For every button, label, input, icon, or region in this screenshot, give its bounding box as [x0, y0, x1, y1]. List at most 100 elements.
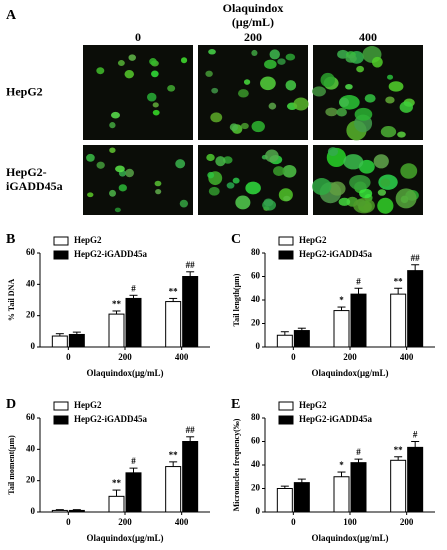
- cell: [229, 123, 239, 131]
- y-tick-label: 60: [251, 436, 261, 446]
- legend-swatch: [278, 415, 294, 425]
- y-tick-label: 20: [251, 318, 261, 328]
- y-tick-label: 40: [26, 278, 36, 288]
- bar: [51, 509, 68, 513]
- y-axis-label: Tail length(μm): [232, 273, 241, 326]
- cell: [206, 153, 215, 162]
- cell: [282, 164, 297, 178]
- micrograph: [83, 45, 193, 140]
- x-tick-label: 0: [66, 352, 71, 362]
- x-axis-label: Olaquindox(μg/mL): [311, 533, 388, 543]
- cell: [373, 154, 389, 169]
- cell: [339, 97, 350, 107]
- significance: **: [394, 276, 404, 286]
- cell: [147, 92, 157, 102]
- cell: [109, 122, 116, 129]
- bar: [125, 472, 142, 513]
- cell: [151, 70, 159, 78]
- cell: [364, 94, 376, 103]
- bar: [293, 482, 310, 513]
- significance: **: [112, 478, 122, 488]
- cell: [180, 57, 188, 64]
- cell: [208, 186, 220, 196]
- bar: [182, 276, 199, 348]
- panel-a-title: Olaquindox: [223, 1, 284, 15]
- bar: [276, 334, 293, 348]
- panel-label: B: [6, 232, 15, 247]
- significance: **: [112, 299, 122, 309]
- panel-label: A: [6, 8, 17, 23]
- cell: [251, 120, 265, 133]
- y-tick-label: 20: [26, 310, 36, 320]
- y-tick-label: 40: [251, 294, 261, 304]
- cell: [356, 65, 364, 73]
- significance: *: [339, 295, 344, 305]
- legend-label: HepG2-iGADD45a: [74, 249, 147, 259]
- y-tick-label: 0: [31, 341, 36, 351]
- bar: [68, 509, 85, 513]
- cell: [343, 154, 364, 170]
- y-tick-label: 40: [26, 443, 36, 453]
- column-label: 400: [359, 30, 377, 44]
- row-label: iGADD45a: [6, 179, 63, 193]
- cell: [273, 166, 285, 176]
- x-axis-label: Olaquindox(μg/mL): [86, 368, 163, 378]
- bar: [108, 313, 125, 348]
- significance: #: [131, 283, 136, 293]
- cell: [208, 49, 216, 55]
- bar: [333, 310, 350, 348]
- x-tick-label: 200: [118, 517, 132, 527]
- legend-label: HepG2-iGADD45a: [299, 414, 372, 424]
- y-tick-label: 40: [251, 459, 261, 469]
- significance: #: [356, 276, 361, 286]
- legend-label: HepG2: [299, 235, 327, 245]
- significance: ##: [186, 425, 196, 435]
- cell: [269, 49, 280, 60]
- micrograph: [83, 145, 193, 215]
- y-tick-label: 0: [256, 341, 261, 351]
- cell: [243, 79, 251, 85]
- cell: [337, 49, 349, 59]
- bar: [165, 466, 182, 513]
- cell: [338, 197, 351, 206]
- legend-label: HepG2: [74, 235, 102, 245]
- cell: [226, 182, 235, 189]
- cell: [380, 126, 397, 138]
- y-tick-label: 80: [251, 412, 261, 422]
- cell: [277, 58, 286, 65]
- panel-label: C: [231, 232, 241, 247]
- bar: [350, 293, 367, 348]
- cell: [152, 102, 159, 108]
- x-tick-label: 100: [343, 517, 357, 527]
- cell: [211, 87, 219, 94]
- cell: [354, 107, 373, 121]
- legend-swatch: [53, 236, 69, 246]
- bar: [293, 330, 310, 348]
- cell: [87, 192, 94, 198]
- cell: [371, 56, 383, 68]
- cell: [336, 108, 347, 117]
- cell: [245, 181, 261, 195]
- cell: [359, 188, 373, 199]
- cell: [268, 102, 277, 110]
- cell: [152, 109, 160, 116]
- cell: [86, 153, 95, 162]
- significance: *: [339, 460, 344, 470]
- cell: [235, 195, 251, 210]
- cell: [251, 49, 258, 57]
- legend-swatch: [53, 401, 69, 411]
- cell: [349, 174, 371, 191]
- bar: [390, 293, 407, 348]
- cell: [387, 74, 394, 80]
- cell: [96, 67, 105, 75]
- panel-label: E: [231, 397, 240, 412]
- significance: **: [169, 450, 179, 460]
- cell: [312, 178, 332, 196]
- cell: [329, 181, 346, 196]
- bar: [390, 459, 407, 513]
- cell: [215, 156, 226, 167]
- bar: [108, 495, 125, 513]
- x-tick-label: 400: [175, 517, 189, 527]
- cell: [128, 54, 136, 61]
- cell: [385, 96, 395, 104]
